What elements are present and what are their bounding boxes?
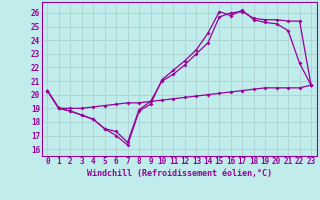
X-axis label: Windchill (Refroidissement éolien,°C): Windchill (Refroidissement éolien,°C) [87,169,272,178]
